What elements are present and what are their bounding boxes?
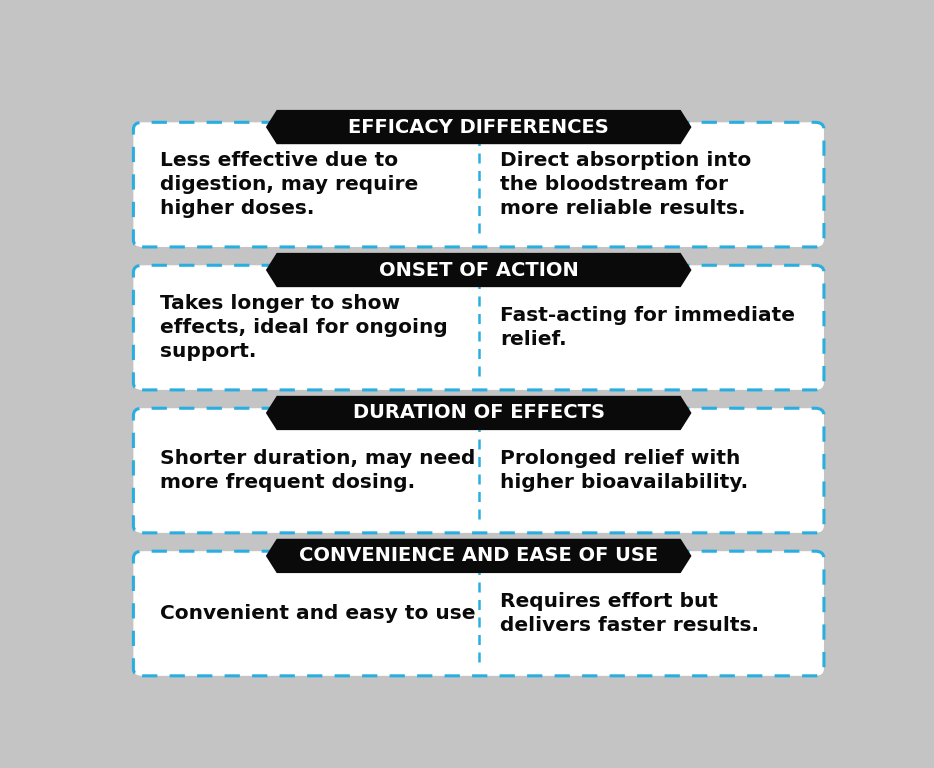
Text: Requires effort but
delivers faster results.: Requires effort but delivers faster resu… — [501, 592, 759, 635]
Text: Prolonged relief with
higher bioavailability.: Prolonged relief with higher bioavailabi… — [501, 449, 748, 492]
Text: DURATION OF EFFECTS: DURATION OF EFFECTS — [353, 403, 604, 422]
Polygon shape — [266, 396, 691, 430]
Text: Direct absorption into
the bloodstream for
more reliable results.: Direct absorption into the bloodstream f… — [501, 151, 752, 218]
Text: ONSET OF ACTION: ONSET OF ACTION — [379, 260, 578, 280]
Polygon shape — [266, 110, 691, 144]
FancyBboxPatch shape — [134, 122, 824, 247]
Text: Fast-acting for immediate
relief.: Fast-acting for immediate relief. — [501, 306, 796, 349]
Text: Takes longer to show
effects, ideal for ongoing
support.: Takes longer to show effects, ideal for … — [161, 294, 448, 362]
Text: CONVENIENCE AND EASE OF USE: CONVENIENCE AND EASE OF USE — [299, 547, 658, 565]
Text: Convenient and easy to use: Convenient and easy to use — [161, 604, 475, 623]
Text: Shorter duration, may need
more frequent dosing.: Shorter duration, may need more frequent… — [161, 449, 475, 492]
FancyBboxPatch shape — [134, 265, 824, 390]
Polygon shape — [266, 253, 691, 287]
Polygon shape — [266, 539, 691, 573]
Text: Less effective due to
digestion, may require
higher doses.: Less effective due to digestion, may req… — [161, 151, 418, 218]
FancyBboxPatch shape — [134, 551, 824, 676]
FancyBboxPatch shape — [134, 409, 824, 533]
Text: EFFICACY DIFFERENCES: EFFICACY DIFFERENCES — [348, 118, 609, 137]
